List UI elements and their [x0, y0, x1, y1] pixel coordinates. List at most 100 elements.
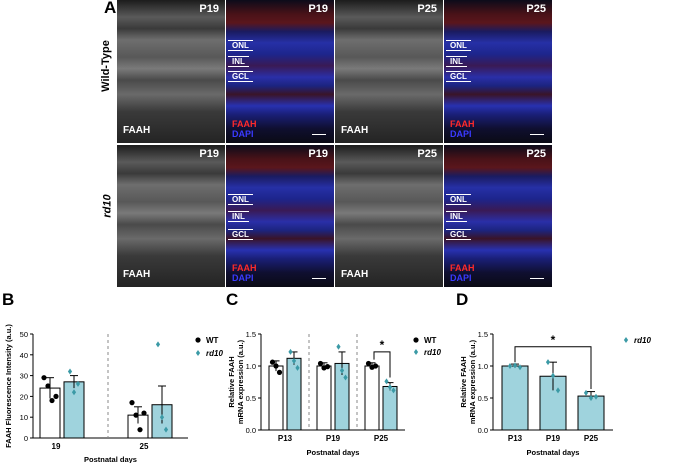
y-tick-label: 0: [24, 434, 28, 443]
data-point: [555, 387, 561, 394]
tile-timepoint-label: P19: [199, 3, 219, 15]
data-point: [391, 387, 396, 394]
micrograph-wt-p19-gray: P19 FAAH: [117, 0, 225, 143]
x-axis-label: Postnatal days: [84, 455, 137, 463]
chart-c: 0.0 0.5 1.0 1.5 P13 P19 P25 * Postnatal days Rela…: [227, 330, 441, 457]
layer-label-inl: INL: [446, 56, 467, 67]
layer-label-onl: ONL: [228, 194, 253, 205]
y-axis-label: FAAH Fluorescence Intensity (a.u.): [4, 324, 13, 448]
legend-label-rd10: rd10: [634, 336, 651, 345]
x-tick-label: P19: [546, 434, 561, 443]
x-tick-label: 19: [52, 442, 61, 451]
layer-label-gcl: GCL: [228, 229, 253, 240]
y-tick-label: 20: [20, 392, 28, 401]
tile-timepoint-label: P19: [308, 3, 328, 15]
tile-timepoint-label: P25: [526, 148, 546, 160]
legend-label-wt: WT: [206, 336, 219, 345]
y-tick-label: 1.0: [246, 362, 256, 371]
y-tick-label: 1.0: [478, 362, 488, 371]
tile-marker-label: FAAH: [123, 125, 151, 136]
bar-wt-p25: [364, 365, 380, 431]
x-tick-label: P19: [326, 434, 341, 443]
y-axis-label-line1: Relative FAAH: [459, 356, 468, 407]
tile-timepoint-label: P25: [526, 3, 546, 15]
y-tick-label: 0.0: [478, 426, 488, 435]
y-tick-label: 50: [20, 330, 28, 339]
legend-faah: FAAH: [450, 119, 475, 129]
bar-wt-p13: [268, 365, 284, 431]
layer-label-inl: INL: [446, 211, 467, 222]
data-point: [507, 363, 513, 369]
data-point: [273, 363, 279, 369]
channel-legend: FAAH DAPI: [232, 119, 257, 139]
data-point: [517, 364, 523, 371]
tile-marker-label: FAAH: [123, 269, 151, 280]
x-tick-label: P13: [508, 434, 523, 443]
panel-d-letter: D: [456, 290, 469, 309]
x-tick-label: P25: [584, 434, 599, 443]
data-point: [53, 393, 59, 399]
tile-timepoint-label: P25: [417, 3, 437, 15]
scale-bar: [530, 134, 544, 135]
significance-bracket: [514, 346, 592, 390]
layer-label-gcl: GCL: [228, 71, 253, 82]
data-point: [276, 369, 283, 375]
y-tick-label: 0.5: [246, 394, 256, 403]
y-tick-label: 1.5: [246, 330, 256, 339]
data-point: [163, 426, 169, 433]
scale-bar: [312, 134, 326, 135]
micrograph-wt-p19-merge: P19 ONL INL GCL FAAH DAPI: [226, 0, 334, 143]
tile-marker-label: FAAH: [341, 125, 369, 136]
legend-dapi: DAPI: [232, 273, 254, 283]
x-axis-label: Postnatal days: [307, 448, 360, 457]
data-point: [550, 372, 556, 379]
y-axis-label-line2: mRNA expression (a.u.): [236, 339, 245, 424]
data-point: [269, 359, 276, 365]
data-point: [129, 400, 135, 406]
micrograph-rd10-p25-gray: P25 FAAH: [335, 145, 443, 287]
tile-timepoint-label: P19: [199, 148, 219, 160]
data-point: [288, 348, 293, 355]
channel-legend: FAAH DAPI: [450, 263, 475, 283]
legend-marker-rd10: [623, 337, 629, 343]
data-point: [137, 427, 143, 433]
bar-rd10-p25: [382, 385, 398, 431]
bar-wt-p19: [316, 365, 332, 431]
significance-star: *: [380, 338, 385, 352]
legend-label-wt: WT: [424, 336, 437, 345]
legend-label-rd10: rd10: [424, 348, 441, 357]
data-point: [75, 380, 81, 387]
micrograph-wt-p25-gray: P25 FAAH: [335, 0, 443, 143]
micrograph-rd10-p25-merge: P25 ONL INL GCL FAAH DAPI: [444, 145, 552, 287]
data-point: [387, 384, 393, 391]
layer-label-onl: ONL: [446, 194, 471, 205]
y-axis-label-line1: Relative FAAH: [227, 356, 236, 407]
data-point: [71, 389, 77, 396]
data-point: [343, 374, 348, 381]
bar-rd10-p13: [286, 357, 302, 431]
legend-marker-rd10: [195, 350, 201, 356]
layer-label-inl: INL: [228, 56, 249, 67]
data-point: [593, 393, 599, 400]
significance-star: *: [551, 333, 556, 347]
layer-label-inl: INL: [228, 211, 249, 222]
legend-marker-rd10: [413, 349, 419, 355]
panel-a-letter: A: [104, 0, 117, 17]
y-tick-label: 1.5: [478, 330, 488, 339]
channel-legend: FAAH DAPI: [450, 119, 475, 139]
tile-marker-label: FAAH: [341, 269, 369, 280]
bar-rd10-p13: [501, 365, 529, 431]
significance-bracket: [373, 351, 391, 378]
data-point: [384, 378, 389, 385]
micrograph-wt-p25-merge: P25 ONL INL GCL FAAH DAPI: [444, 0, 552, 143]
x-tick-label: P25: [374, 434, 389, 443]
y-tick-label: 0.5: [478, 394, 488, 403]
x-tick-label: 25: [140, 442, 149, 451]
data-point: [41, 375, 47, 381]
micrograph-rd10-p19-merge: P19 ONL INL GCL FAAH DAPI: [226, 145, 334, 287]
legend-marker-wt: [195, 337, 201, 343]
data-point: [155, 341, 161, 348]
data-point: [583, 389, 589, 396]
row-label-rd10: rd10: [101, 194, 114, 218]
